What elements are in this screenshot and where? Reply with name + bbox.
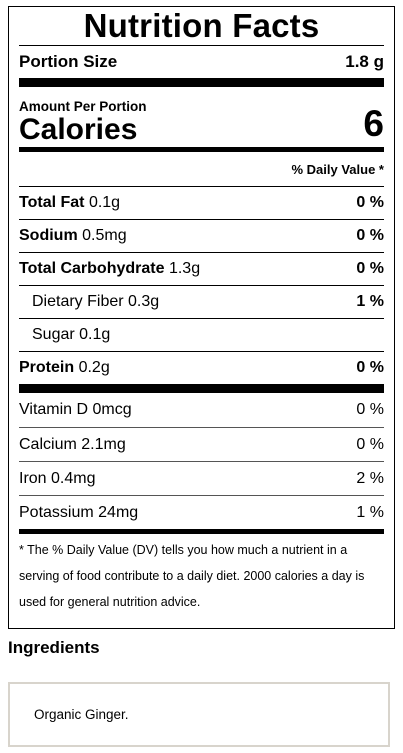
vitamin-pct: 2 % xyxy=(356,469,384,487)
nutrient-row-dietary-fiber: Dietary Fiber 0.3g 1 % xyxy=(19,285,384,318)
portion-size-value: 1.8 g xyxy=(345,52,384,71)
vitamin-name: Potassium xyxy=(19,503,94,521)
nutrient-pct: 0 % xyxy=(356,227,384,244)
divider xyxy=(19,45,384,46)
portion-size-row: Portion Size 1.8 g xyxy=(19,46,384,78)
nutrition-facts-label: Nutrition Facts Portion Size 1.8 g Amoun… xyxy=(8,6,395,629)
vitamin-row-iron: Iron 0.4mg 2 % xyxy=(19,461,384,495)
nutrient-amount: 0.2g xyxy=(78,359,110,376)
vitamins-section: Vitamin D 0mcg 0 % Calcium 2.1mg 0 % Iro… xyxy=(19,393,384,529)
nutrient-row-sugar: Sugar 0.1g xyxy=(19,318,384,351)
portion-size-label: Portion Size xyxy=(19,52,118,71)
vitamin-pct: 1 % xyxy=(356,503,384,521)
nutrient-pct: 0 % xyxy=(356,260,384,277)
daily-value-header-text: % Daily Value * xyxy=(291,161,385,177)
nutrient-amount: 0.1g xyxy=(79,326,111,343)
thick-divider xyxy=(19,78,384,87)
nutrient-name: Total Carbohydrate xyxy=(19,260,165,277)
nutrient-pct: 1 % xyxy=(356,293,384,310)
amount-per-portion: Amount Per Portion xyxy=(19,99,147,114)
vitamin-name: Vitamin D xyxy=(19,401,89,418)
vitamin-row-calcium: Calcium 2.1mg 0 % xyxy=(19,427,384,461)
nutrient-pct: 0 % xyxy=(356,194,384,211)
ingredients-box: Organic Ginger. xyxy=(8,682,390,747)
thick-divider xyxy=(19,384,384,393)
nutrient-pct: 0 % xyxy=(356,359,384,376)
nutrient-row-total-fat: Total Fat 0.1g 0 % xyxy=(19,186,384,219)
daily-value-footnote: * The % Daily Value (DV) tells you how m… xyxy=(19,543,365,609)
nutrient-amount: 1.3g xyxy=(168,260,201,277)
vitamin-row-potassium: Potassium 24mg 1 % xyxy=(19,495,384,529)
nutrient-amount: 0.1g xyxy=(88,194,121,211)
calories-label: Calories xyxy=(19,113,138,146)
vitamin-amount: 0.4mg xyxy=(51,469,96,487)
medium-divider xyxy=(19,529,384,534)
medium-divider xyxy=(19,147,384,152)
nutrient-name: Dietary Fiber xyxy=(32,293,124,310)
vitamin-row-vitamin-d: Vitamin D 0mcg 0 % xyxy=(19,393,384,427)
calories-value: 6 xyxy=(363,103,384,144)
nutrient-row-total-carbohydrate: Total Carbohydrate 1.3g 0 % xyxy=(19,252,384,285)
label-title: Nutrition Facts xyxy=(83,7,320,44)
calories-block: Amount Per Portion Calories 6 xyxy=(19,87,384,147)
vitamin-name: Calcium xyxy=(19,435,77,453)
daily-value-header: % Daily Value * xyxy=(19,152,385,186)
nutrient-name: Total Fat xyxy=(19,194,85,211)
vitamin-amount: 2.1mg xyxy=(81,435,126,453)
ingredients-text: Organic Ginger. xyxy=(34,707,129,722)
nutrient-row-protein: Protein 0.2g 0 % xyxy=(19,351,384,384)
nutrient-amount: 0.3g xyxy=(128,293,160,310)
vitamin-amount: 24mg xyxy=(98,503,139,521)
vitamin-amount: 0mcg xyxy=(92,401,132,418)
ingredients-heading: Ingredients xyxy=(8,638,100,657)
vitamin-pct: 0 % xyxy=(356,435,384,453)
nutrient-name: Protein xyxy=(19,359,75,376)
vitamin-name: Iron xyxy=(19,469,47,487)
nutrient-name: Sodium xyxy=(19,227,78,244)
nutrient-name: Sugar xyxy=(32,326,75,343)
vitamin-pct: 0 % xyxy=(356,401,384,418)
nutrient-row-sodium: Sodium 0.5mg 0 % xyxy=(19,219,384,252)
nutrient-amount: 0.5mg xyxy=(82,227,127,244)
